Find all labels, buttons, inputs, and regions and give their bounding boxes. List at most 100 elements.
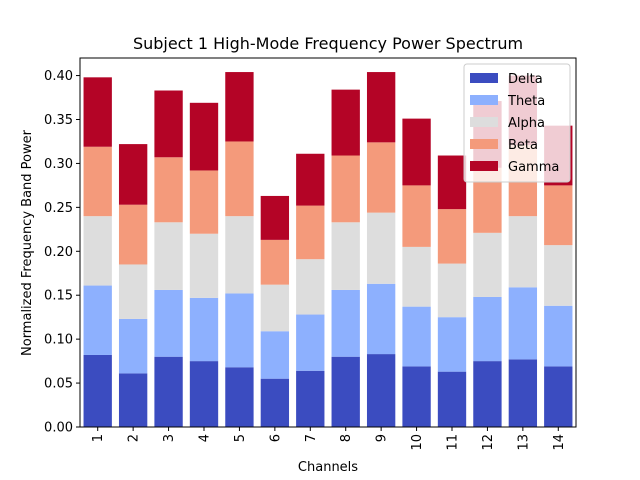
bar-theta-channel-9	[366, 283, 396, 355]
bar-beta-channel-9	[366, 142, 396, 213]
y-tick-label: 0.25	[44, 201, 73, 216]
bar-theta-channel-5	[225, 293, 254, 368]
bar-delta-channel-14	[544, 366, 573, 427]
bar-delta-channel-2	[118, 373, 148, 427]
y-tick-label: 0.20	[44, 245, 73, 260]
bar-theta-channel-4	[189, 297, 219, 362]
bar-beta-channel-3	[154, 157, 183, 223]
bar-delta-channel-11	[437, 371, 467, 427]
bar-beta-channel-5	[225, 141, 254, 217]
y-axis-label: Normalized Frequency Band Power	[20, 129, 35, 356]
x-tick-label-channel-5: 5	[233, 434, 248, 442]
bar-gamma-channel-5	[225, 72, 254, 142]
bar-alpha-channel-14	[544, 245, 573, 306]
bar-gamma-channel-11	[437, 155, 467, 210]
bar-theta-channel-2	[118, 318, 148, 374]
bar-gamma-channel-1	[83, 77, 112, 147]
bar-gamma-channel-3	[154, 90, 183, 158]
bar-beta-channel-10	[402, 185, 431, 247]
legend-label-alpha: Alpha	[508, 116, 545, 131]
bar-delta-channel-10	[402, 366, 431, 427]
bar-alpha-channel-11	[437, 263, 467, 318]
bar-gamma-channel-7	[296, 153, 325, 206]
legend-swatch-delta	[470, 73, 498, 83]
legend-label-delta: Delta	[508, 72, 543, 87]
bar-theta-channel-10	[402, 306, 431, 367]
y-tick-label: 0.30	[44, 157, 73, 172]
y-tick-label: 0.05	[44, 377, 73, 392]
bar-delta-channel-12	[473, 361, 502, 427]
bar-alpha-channel-6	[260, 284, 290, 332]
bar-gamma-channel-4	[189, 102, 219, 171]
bar-beta-channel-4	[189, 170, 219, 234]
bar-theta-channel-13	[508, 287, 538, 360]
chart-title: Subject 1 High-Mode Frequency Power Spec…	[133, 34, 523, 53]
y-tick-label: 0.40	[44, 69, 73, 84]
bar-delta-channel-8	[331, 356, 360, 427]
x-tick-label-channel-9: 9	[375, 434, 390, 442]
x-tick-label-channel-7: 7	[304, 434, 319, 442]
x-tick-label-channel-4: 4	[198, 434, 213, 442]
bar-theta-channel-1	[83, 285, 112, 355]
x-tick-label-channel-11: 11	[446, 434, 461, 451]
bar-alpha-channel-7	[296, 259, 325, 315]
y-tick-label: 0.00	[44, 421, 73, 436]
bar-gamma-channel-10	[402, 118, 431, 186]
legend-swatch-gamma	[470, 161, 498, 171]
bar-delta-channel-3	[154, 356, 183, 427]
x-tick-label-channel-12: 12	[481, 434, 496, 451]
bar-delta-channel-9	[366, 354, 396, 427]
bar-theta-channel-3	[154, 289, 183, 357]
legend-box	[463, 63, 571, 183]
bar-alpha-channel-4	[189, 233, 219, 298]
bar-theta-channel-12	[473, 296, 502, 362]
bar-gamma-channel-9	[366, 72, 396, 143]
x-tick-label-channel-13: 13	[516, 434, 531, 451]
bar-gamma-channel-2	[118, 144, 148, 205]
bar-alpha-channel-12	[473, 232, 502, 297]
x-tick-label-channel-3: 3	[162, 434, 177, 442]
legend: Delta Theta Alpha Beta Gamma	[463, 63, 571, 183]
x-tick-label-channel-1: 1	[91, 434, 106, 442]
bar-gamma-channel-8	[331, 89, 360, 156]
legend-swatch-beta	[470, 139, 498, 149]
bar-theta-channel-7	[296, 314, 325, 371]
legend-swatch-theta	[470, 95, 498, 105]
bar-theta-channel-8	[331, 289, 360, 357]
bar-theta-channel-14	[544, 305, 573, 367]
bar-alpha-channel-2	[118, 264, 148, 319]
bar-alpha-channel-1	[83, 216, 112, 286]
legend-label-gamma: Gamma	[508, 160, 559, 175]
y-axis: 0.00 0.05 0.10 0.15 0.20 0.25 0.30 0.35 0.40	[44, 69, 80, 436]
bar-alpha-channel-3	[154, 222, 183, 290]
x-tick-label-channel-8: 8	[339, 434, 354, 442]
bar-delta-channel-5	[225, 367, 254, 427]
bar-beta-channel-8	[331, 155, 360, 223]
bar-alpha-channel-8	[331, 222, 360, 290]
x-tick-label-channel-14: 14	[552, 434, 567, 451]
legend-label-beta: Beta	[508, 138, 538, 153]
x-tick-label-channel-10: 10	[410, 434, 425, 451]
bar-theta-channel-11	[437, 317, 467, 372]
bar-beta-channel-11	[437, 209, 467, 264]
bar-theta-channel-6	[260, 331, 290, 379]
y-tick-label: 0.10	[44, 333, 73, 348]
plot-frame	[79, 57, 577, 428]
bar-delta-channel-1	[83, 354, 112, 427]
x-axis: 1 2 3 4 5 6 7 8 9 10 11 12 13 14	[91, 427, 567, 451]
y-tick-label: 0.15	[44, 289, 73, 304]
bar-delta-channel-4	[189, 361, 219, 427]
legend-label-theta: Theta	[507, 94, 545, 109]
x-tick-label-channel-2: 2	[127, 434, 142, 442]
bar-delta-channel-13	[508, 359, 538, 427]
bar-alpha-channel-10	[402, 246, 431, 307]
bar-delta-channel-7	[296, 370, 325, 427]
bar-gamma-channel-6	[260, 195, 290, 240]
y-tick-label: 0.35	[44, 113, 73, 128]
bar-beta-channel-14	[544, 185, 573, 246]
bar-beta-channel-7	[296, 205, 325, 260]
x-tick-label-channel-6: 6	[268, 434, 283, 442]
bar-beta-channel-2	[118, 204, 148, 265]
bar-alpha-channel-13	[508, 216, 538, 288]
